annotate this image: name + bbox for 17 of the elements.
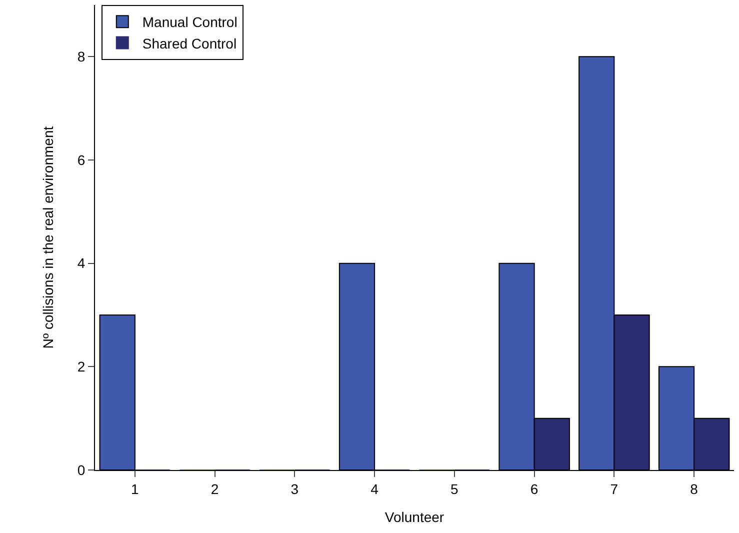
x-tick-label: 2 <box>210 480 219 497</box>
legend-label: Shared Control <box>142 35 237 52</box>
x-axis-title: Volunteer <box>384 509 444 525</box>
y-tick-label: 0 <box>77 462 86 478</box>
y-tick-label: 8 <box>77 48 86 65</box>
legend-label: Manual Control <box>142 14 238 30</box>
y-tick-label: 6 <box>77 152 86 168</box>
x-tick-label: 5 <box>450 480 459 497</box>
x-tick-label: 3 <box>290 480 299 497</box>
x-tick-label: 8 <box>690 480 698 497</box>
x-tick-label: 4 <box>370 480 379 497</box>
x-tick-label: 1 <box>131 480 140 497</box>
y-axis-title: Nº collisions in the real environment <box>40 126 56 349</box>
y-tick-label: 4 <box>77 255 86 272</box>
y-tick-label: 2 <box>77 358 86 375</box>
x-tick-label: 6 <box>530 480 538 497</box>
x-tick-label: 7 <box>610 480 618 497</box>
